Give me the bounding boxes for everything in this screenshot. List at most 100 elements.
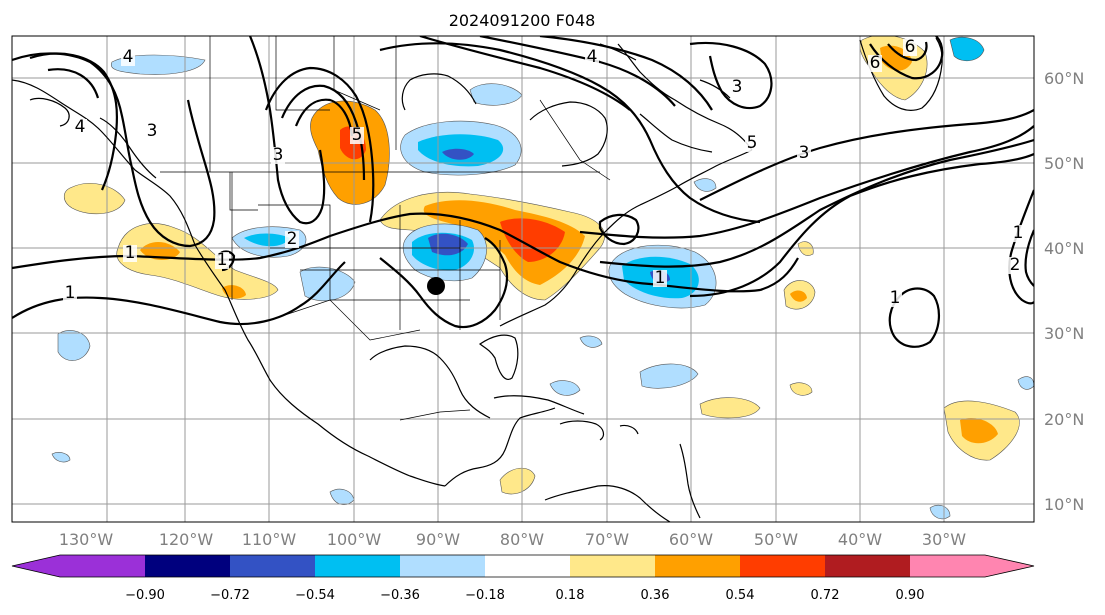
contour-value-label: 1 bbox=[125, 243, 136, 263]
contour-label-background bbox=[745, 135, 759, 152]
negative-anomaly-core bbox=[442, 148, 474, 160]
contour-value-label: 1 bbox=[65, 283, 76, 303]
negative-anomaly-region bbox=[549, 380, 581, 396]
positive-anomaly-core bbox=[960, 417, 998, 444]
colorbar-segment bbox=[985, 555, 1034, 577]
colorbar-tick-label: −0.18 bbox=[465, 588, 505, 603]
contour-value-label: 2 bbox=[1010, 255, 1021, 275]
longitude-label: 120°W bbox=[159, 530, 214, 549]
contour-label-background bbox=[888, 290, 902, 307]
contour-label-background bbox=[63, 285, 77, 302]
contour-label-background bbox=[145, 123, 159, 140]
contour-value-label: 1 bbox=[217, 250, 228, 270]
contour-value-label: 4 bbox=[123, 47, 134, 67]
contour-value-label: 1 bbox=[1013, 223, 1024, 243]
contour-label-background bbox=[285, 231, 299, 248]
contour-label-background bbox=[653, 270, 667, 287]
longitude-label: 40°W bbox=[838, 530, 882, 549]
colorbar-tick-label: 0.18 bbox=[556, 588, 585, 603]
colorbar-tick-label: 0.54 bbox=[726, 588, 755, 603]
longitude-label: 110°W bbox=[242, 530, 297, 549]
location-marker bbox=[427, 277, 445, 295]
colorbar-tick-label: −0.90 bbox=[125, 588, 165, 603]
colorbar-segment bbox=[315, 555, 400, 577]
political-borders bbox=[160, 36, 611, 421]
contour-value-label: 1 bbox=[890, 288, 901, 308]
contour-value-label: 6 bbox=[870, 53, 881, 73]
negative-anomaly-region bbox=[299, 266, 356, 302]
contour-value-label: 3 bbox=[732, 77, 743, 97]
contour-value-labels: 1 1 1 2 3 3 3 4 4 4 3 1 1 2 1 5 6 6 5 bbox=[63, 37, 1025, 308]
contour-label-background bbox=[123, 245, 137, 262]
colorbar-tick-label: −0.36 bbox=[380, 588, 420, 603]
positive-anomaly-region bbox=[789, 382, 813, 396]
shaded-anomaly-regions bbox=[51, 36, 1034, 520]
colorbar-segment bbox=[145, 555, 230, 577]
colorbar-segment bbox=[12, 555, 60, 577]
contour-label-background bbox=[903, 39, 917, 56]
colorbar-segment bbox=[485, 555, 570, 577]
negative-anomaly-core bbox=[244, 233, 290, 247]
positive-anomaly-region bbox=[699, 397, 761, 419]
colorbar: −0.90 −0.72 −0.54 −0.36 −0.18 0.18 0.36 … bbox=[11, 554, 1035, 603]
longitude-label: 80°W bbox=[500, 530, 544, 549]
colorbar-tick-label: −0.72 bbox=[210, 588, 250, 603]
contour-label-background bbox=[797, 145, 811, 162]
latitude-label: 60°N bbox=[1044, 69, 1084, 88]
colorbar-tick-label: 0.72 bbox=[811, 588, 840, 603]
negative-anomaly-region bbox=[579, 335, 603, 348]
contour-value-label: 1 bbox=[655, 268, 666, 288]
positive-anomaly-region bbox=[499, 467, 536, 495]
contour-label-background bbox=[730, 79, 744, 96]
map-title: 2024091200 F048 bbox=[449, 11, 596, 30]
positive-anomaly-region bbox=[797, 241, 814, 256]
longitude-label: 30°W bbox=[922, 530, 966, 549]
colorbar-segment bbox=[400, 555, 485, 577]
contour-label-background bbox=[73, 119, 87, 136]
latitude-label: 20°N bbox=[1044, 410, 1084, 429]
positive-anomaly-core bbox=[222, 285, 246, 299]
colorbar-segment bbox=[825, 555, 910, 577]
positive-anomaly-core bbox=[500, 218, 565, 262]
longitude-label: 130°W bbox=[59, 530, 114, 549]
colorbar-outline bbox=[11, 554, 1035, 578]
longitude-axis: 130°W 120°W 110°W 100°W 90°W 80°W 70°W 6… bbox=[59, 530, 966, 549]
contour-value-label: 5 bbox=[352, 125, 363, 145]
longitude-label: 100°W bbox=[327, 530, 382, 549]
latitude-label: 10°N bbox=[1044, 495, 1084, 514]
negative-anomaly-region bbox=[1017, 376, 1034, 390]
colorbar-segment bbox=[230, 555, 315, 577]
contour-lines bbox=[12, 36, 1034, 348]
latitude-label: 40°N bbox=[1044, 239, 1084, 258]
colorbar-segment bbox=[910, 555, 985, 577]
contour-label-background bbox=[585, 49, 599, 66]
contour-value-label: 3 bbox=[799, 143, 810, 163]
longitude-label: 70°W bbox=[585, 530, 629, 549]
contour-value-label: 4 bbox=[587, 47, 598, 67]
contour-value-label: 5 bbox=[747, 133, 758, 153]
contour-label-background bbox=[121, 49, 135, 66]
latitude-label: 50°N bbox=[1044, 154, 1084, 173]
longitude-label: 90°W bbox=[416, 530, 460, 549]
positive-anomaly-core bbox=[140, 241, 180, 260]
contour-label-background bbox=[350, 127, 364, 144]
coastlines bbox=[12, 37, 943, 522]
colorbar-segment bbox=[570, 555, 655, 577]
negative-anomaly-region bbox=[949, 37, 985, 62]
colorbar-segment bbox=[740, 555, 825, 577]
positive-anomaly-core bbox=[790, 290, 807, 302]
longitude-label: 60°W bbox=[669, 530, 713, 549]
contour-value-label: 4 bbox=[75, 117, 86, 137]
latitude-label: 30°N bbox=[1044, 324, 1084, 343]
negative-anomaly-region bbox=[693, 178, 717, 192]
colorbar-segment bbox=[655, 555, 740, 577]
contour-label-background bbox=[1011, 225, 1025, 242]
map-panel: 1 1 1 2 3 3 3 4 4 4 3 1 1 2 1 5 6 6 5 bbox=[11, 35, 1035, 523]
map-frame bbox=[11, 35, 1035, 523]
contour-label-background bbox=[868, 55, 882, 72]
contour-value-label: 3 bbox=[273, 145, 284, 165]
contour-label-background bbox=[271, 147, 285, 164]
contour-value-label: 6 bbox=[905, 37, 916, 57]
negative-anomaly-region bbox=[51, 452, 71, 463]
